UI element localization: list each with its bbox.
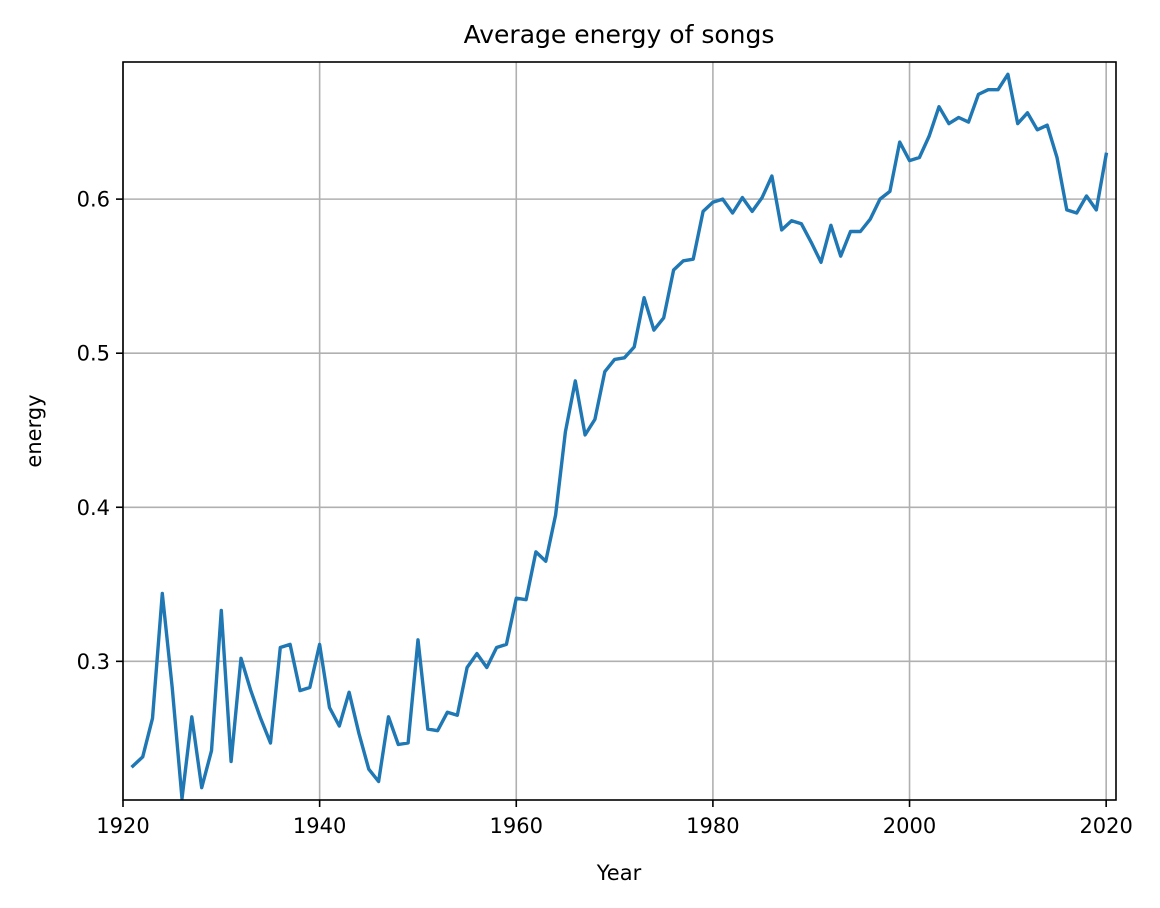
y-tick-label: 0.6 <box>77 188 110 212</box>
y-tick-label: 0.4 <box>77 496 110 520</box>
x-tick-label: 1980 <box>686 814 739 838</box>
x-axis-label: Year <box>596 861 642 885</box>
series-line <box>130 72 1109 801</box>
x-tick-label: 2020 <box>1079 814 1132 838</box>
y-axis-label: energy <box>22 394 46 467</box>
x-tick-label: 1940 <box>293 814 346 838</box>
x-tick-label: 1920 <box>96 814 149 838</box>
y-axis-ticks: 0.3 0.4 0.5 0.6 <box>77 188 123 674</box>
x-axis-ticks: 1920 1940 1960 1980 2000 2020 <box>96 800 1133 838</box>
y-tick-label: 0.3 <box>77 650 110 674</box>
grid-lines <box>122 62 1116 800</box>
y-tick-label: 0.5 <box>77 342 110 366</box>
x-tick-label: 1960 <box>490 814 543 838</box>
chart-title: Average energy of songs <box>464 20 775 49</box>
plot-frame <box>122 61 1117 801</box>
x-tick-label: 2000 <box>883 814 936 838</box>
